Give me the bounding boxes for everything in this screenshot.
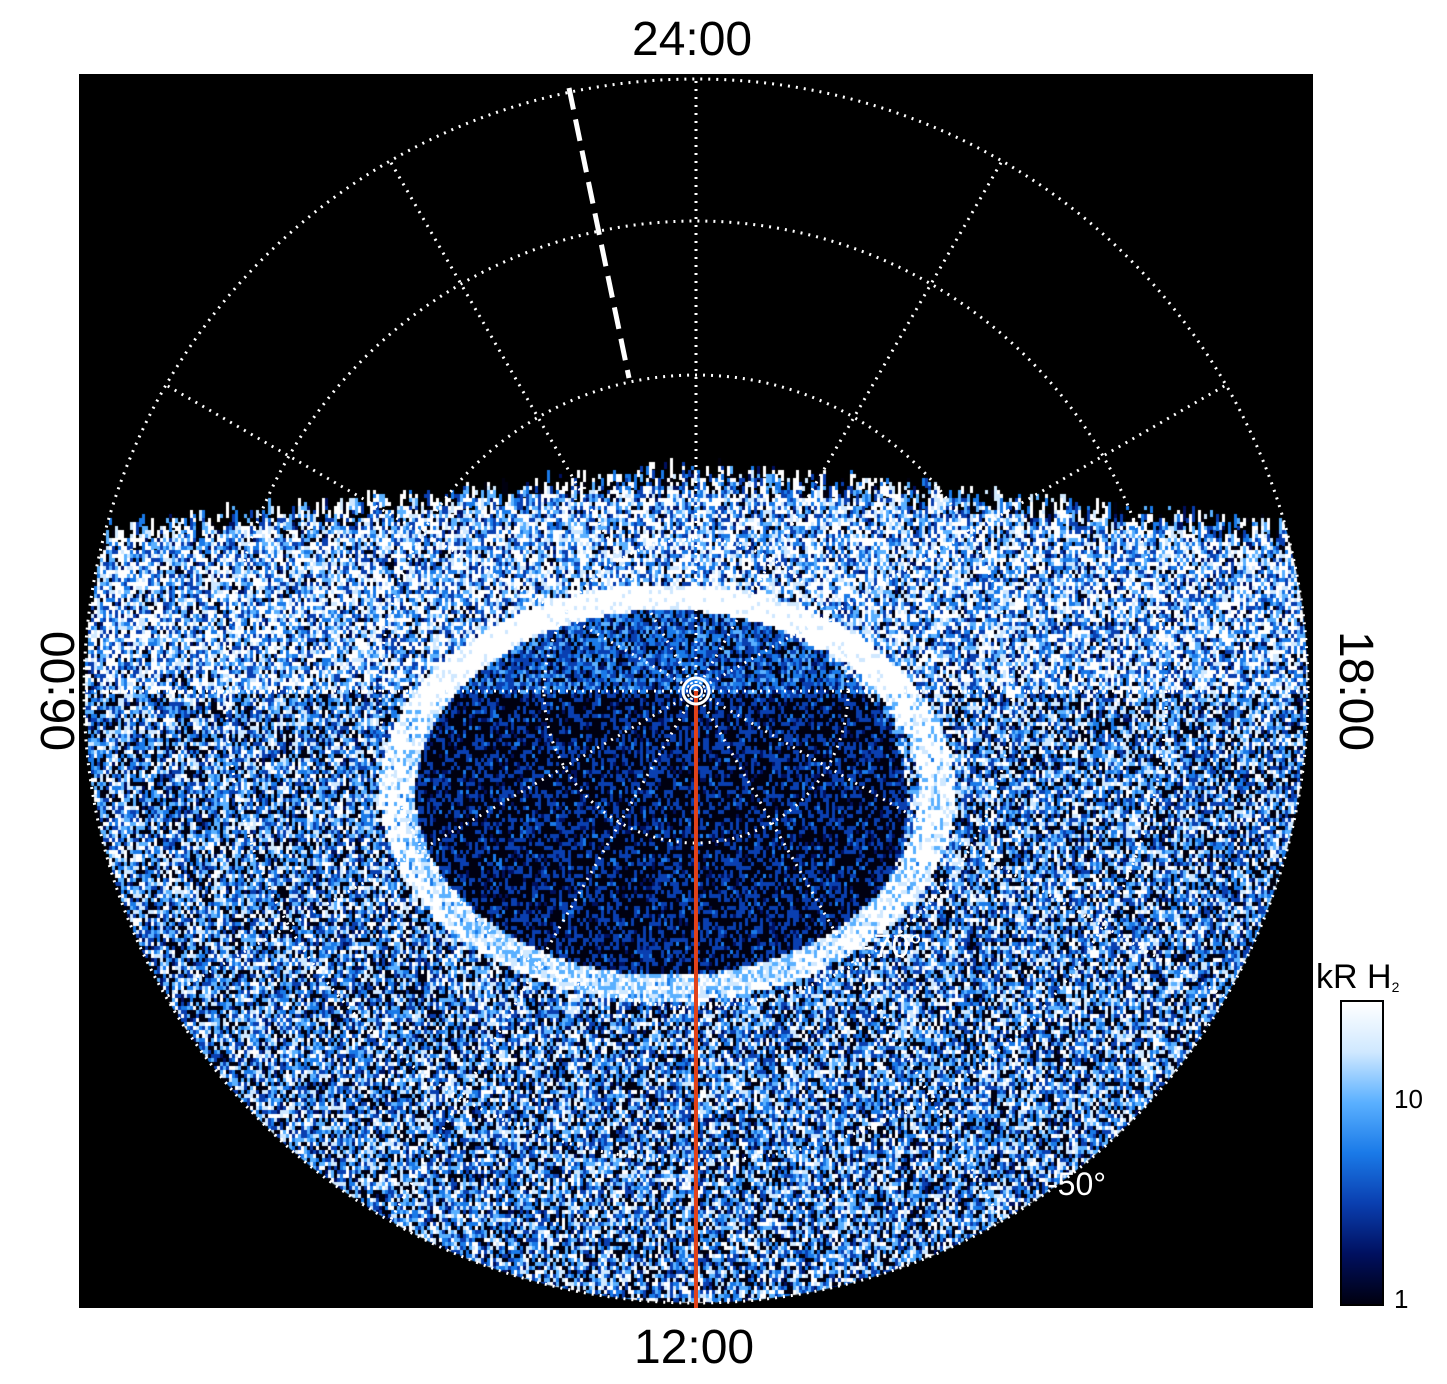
axis-label-bottom: 12:00 (634, 1321, 755, 1374)
meridian-line-10 (165, 383, 697, 693)
meridian-line-1 (694, 160, 1004, 692)
dashed-meridian (566, 87, 632, 379)
colorbar (1340, 1000, 1384, 1306)
axis-label-right: 18:00 (1329, 630, 1382, 752)
colorbar-title-sub: 2 (1391, 979, 1400, 995)
pole-marker (681, 676, 711, 706)
meridian-line-5 (694, 690, 1004, 1222)
colorbar-tick-1: 1 (1394, 1284, 1409, 1314)
auroral-polar-projection: -70° -50° (79, 74, 1313, 1308)
meridian-line-8 (165, 689, 697, 999)
meridian-line-2 (695, 383, 1227, 693)
meridian-line-4 (695, 689, 1227, 999)
meridian-line-7 (388, 690, 698, 1222)
colorbar-tick-10: 10 (1394, 1084, 1423, 1114)
colorbar-title: kR H2 (1316, 958, 1399, 997)
axis-label-left: 06:00 (32, 630, 85, 752)
latitude-label-50: -50° (1047, 1166, 1107, 1202)
polar-grid-overlay (82, 77, 1310, 1308)
colorbar-title-main: kR H (1316, 958, 1392, 996)
meridian-line-11 (388, 160, 698, 692)
pole-marker-inner (689, 684, 703, 698)
axis-label-top: 24:00 (632, 13, 753, 66)
latitude-circle-1 (224, 219, 1168, 1163)
latitude-label-70: -70° (863, 928, 923, 964)
